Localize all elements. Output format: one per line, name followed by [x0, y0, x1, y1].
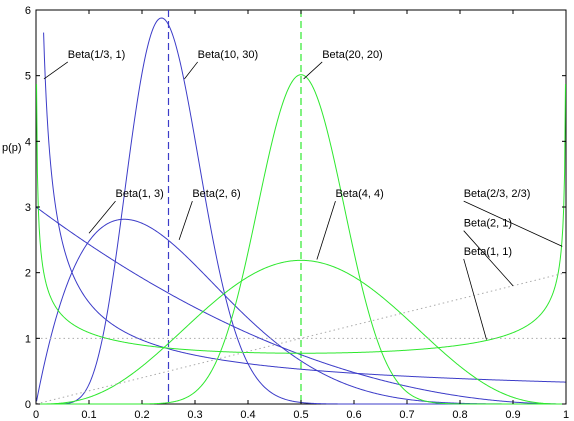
annotation-beta-2-1: Beta(2, 1)	[464, 218, 512, 230]
curve-beta-1-3-1	[43, 32, 566, 383]
y-axis-label: p(p)	[2, 142, 22, 154]
curve-beta-1-3	[36, 206, 566, 405]
x-tick-label: 0.9	[505, 409, 520, 421]
curves	[36, 17, 566, 405]
y-tick-label: 0	[25, 399, 31, 411]
annotation-beta-1-3: Beta(1, 3)	[116, 188, 164, 200]
x-tick-label: 0.3	[187, 409, 202, 421]
curve-beta-2-3-2-3	[36, 84, 566, 354]
annotation-beta-10-30: Beta(10, 30)	[198, 49, 259, 61]
y-tick-label: 4	[25, 136, 31, 148]
annotations: Beta(1/3, 1) Beta(10, 30) Beta(1, 3) Beta(2…	[43, 49, 563, 340]
y-tick-label: 6	[25, 5, 31, 17]
curve-beta-20-20	[36, 74, 566, 405]
curve-beta-4-4	[36, 259, 566, 405]
axis-ticks: 0 0.1 0.2 0.3 0.4 0.5 0.6 0.7 0.8 0.9 1 0 1 2 3 4 5 6	[25, 5, 569, 421]
annotation-beta-4-4: Beta(4, 4)	[335, 188, 383, 200]
annotation-leader	[88, 200, 116, 234]
y-tick-label: 1	[25, 333, 31, 345]
x-tick-label: 0.5	[293, 409, 308, 421]
x-tick-label: 0	[33, 409, 39, 421]
y-tick-label: 2	[25, 268, 31, 280]
annotation-leader	[43, 61, 69, 80]
x-tick-label: 0.7	[399, 409, 414, 421]
x-tick-label: 1	[563, 409, 569, 421]
annotation-beta-1-3-1: Beta(1/3, 1)	[68, 49, 125, 61]
x-tick-label: 0.6	[346, 409, 361, 421]
annotation-beta-2-6: Beta(2, 6)	[192, 188, 240, 200]
annotation-beta-20-20: Beta(20, 20)	[322, 49, 383, 61]
annotation-leader	[463, 200, 563, 247]
x-tick-label: 0.1	[81, 409, 96, 421]
y-tick-label: 3	[25, 202, 31, 214]
curve-beta-2-1	[36, 272, 566, 405]
annotation-beta-2-3-2-3: Beta(2/3, 2/3)	[464, 188, 531, 200]
annotation-leader	[178, 201, 193, 240]
annotation-leader	[463, 230, 514, 287]
annotation-leader	[463, 258, 487, 340]
y-tick-label: 5	[25, 71, 31, 83]
x-tick-label: 0.8	[452, 409, 467, 421]
annotation-beta-1-1: Beta(1, 1)	[464, 246, 512, 258]
x-tick-label: 0.2	[134, 409, 149, 421]
annotation-leader	[316, 201, 336, 260]
annotation-leader	[303, 61, 323, 80]
reference-lines	[167, 10, 302, 404]
x-tick-label: 0.4	[240, 409, 255, 421]
annotation-leader	[184, 61, 198, 80]
